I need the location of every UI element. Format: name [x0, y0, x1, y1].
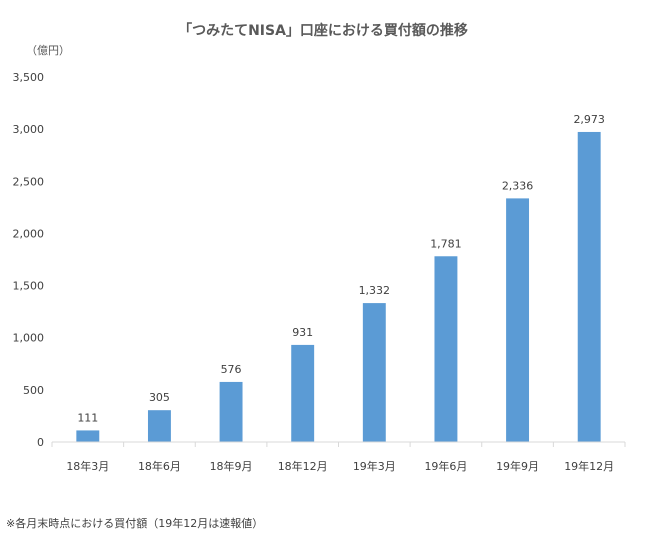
data-label: 305 [149, 391, 170, 404]
bar [219, 381, 243, 442]
data-label: 1,332 [359, 284, 391, 297]
bar [434, 256, 458, 442]
x-axis: 18年3月 18年6月 18年9月 18年12月 19年3月 19年6月 19年9月 19年1… [51, 441, 626, 473]
data-label: 2,973 [573, 113, 605, 126]
bar [577, 131, 601, 443]
y-axis: 0 500 1,000 1,500 2,000 2,500 3,000 3,500 [13, 71, 45, 449]
bar [362, 303, 386, 442]
y-tick-label: 3,500 [13, 71, 45, 84]
x-tick-label: 19年12月 [564, 459, 614, 473]
y-tick-label: 2,500 [13, 175, 45, 188]
data-label: 2,336 [502, 179, 534, 192]
value-labels: 111 305 576 931 1,332 1,781 2,336 2,973 [77, 113, 605, 424]
x-tick-label: 19年3月 [353, 459, 396, 473]
y-tick-label: 0 [37, 436, 44, 449]
bar [147, 410, 171, 442]
y-tick-label: 3,000 [13, 123, 45, 136]
x-tick-label: 18年6月 [138, 459, 181, 473]
data-label: 1,781 [430, 237, 462, 250]
x-tick-label: 18年3月 [66, 459, 109, 473]
bar [291, 344, 315, 442]
bar [506, 198, 530, 442]
data-label: 576 [221, 363, 242, 376]
data-label: 111 [77, 411, 98, 424]
x-tick-label: 19年6月 [424, 459, 467, 473]
x-tick-label: 19年9月 [496, 459, 539, 473]
y-tick-label: 1,000 [13, 332, 45, 345]
y-tick-label: 1,500 [13, 280, 45, 293]
y-tick-label: 2,000 [13, 227, 45, 240]
footnote: ※各月末時点における買付額（19年12月は速報値） [6, 517, 264, 530]
data-label: 931 [292, 326, 313, 339]
x-tick-label: 18年9月 [210, 459, 253, 473]
y-tick-label: 500 [23, 384, 44, 397]
bar [76, 430, 100, 442]
x-tick-label: 18年12月 [278, 459, 328, 473]
chart-title: 「つみたてNISA」口座における買付額の推移 [178, 23, 468, 39]
y-axis-unit-label: （億円） [26, 44, 70, 57]
bars [76, 131, 601, 443]
